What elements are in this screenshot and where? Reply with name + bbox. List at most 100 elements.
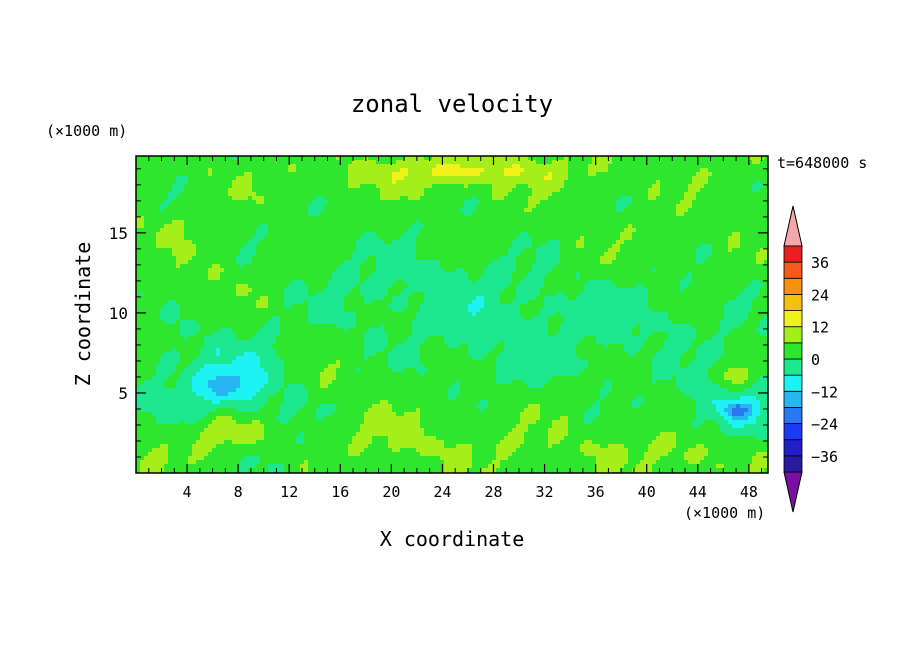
field-cell	[272, 228, 277, 233]
field-cell	[344, 212, 349, 217]
field-cell	[332, 180, 337, 185]
field-cell	[724, 184, 729, 189]
field-cell	[176, 264, 181, 269]
field-cell	[160, 216, 165, 221]
field-cell	[504, 240, 509, 245]
field-cell	[472, 204, 477, 209]
field-cell	[184, 184, 189, 189]
field-cell	[284, 236, 289, 241]
field-cell	[276, 244, 281, 249]
field-cell	[328, 180, 333, 185]
field-cell	[372, 236, 377, 241]
field-cell	[648, 220, 653, 225]
field-cell	[244, 208, 249, 213]
field-cell	[280, 236, 285, 241]
field-cell	[492, 216, 497, 221]
field-cell	[576, 268, 581, 273]
field-cell	[704, 268, 709, 273]
field-cell	[512, 240, 517, 245]
field-cell	[576, 264, 581, 269]
field-cell	[680, 204, 685, 209]
field-cell	[680, 200, 685, 205]
field-cell	[380, 184, 385, 189]
field-cell	[172, 168, 177, 173]
field-cell	[212, 160, 217, 165]
field-cell	[728, 276, 733, 281]
field-cell	[284, 260, 289, 265]
field-cell	[412, 200, 417, 205]
field-cell	[248, 252, 253, 257]
field-cell	[704, 204, 709, 209]
field-cell	[588, 276, 593, 281]
field-cell	[524, 212, 529, 217]
field-cell	[220, 244, 225, 249]
field-cell	[516, 220, 521, 225]
field-cell	[616, 160, 621, 165]
field-cell	[764, 196, 768, 201]
field-cell	[188, 252, 193, 257]
field-cell	[528, 180, 533, 185]
field-cell	[340, 256, 345, 261]
field-cell	[372, 200, 377, 205]
field-cell	[752, 224, 757, 229]
field-cell	[544, 208, 549, 213]
field-cell	[700, 172, 705, 177]
field-cell	[668, 224, 673, 229]
field-cell	[512, 260, 517, 265]
field-cell	[584, 172, 589, 177]
field-cell	[492, 256, 497, 261]
field-cell	[144, 240, 149, 245]
field-cell	[704, 184, 709, 189]
field-cell	[152, 208, 157, 213]
field-cell	[688, 228, 693, 233]
field-cell	[740, 236, 745, 241]
field-cell	[284, 276, 289, 281]
field-cell	[232, 256, 237, 261]
field-cell	[676, 176, 681, 181]
field-cell	[588, 188, 593, 193]
field-cell	[612, 268, 617, 273]
field-cell	[404, 200, 409, 205]
field-cell	[172, 192, 177, 197]
field-cell	[444, 160, 449, 165]
field-cell	[548, 204, 553, 209]
field-cell	[592, 252, 597, 257]
field-cell	[136, 252, 141, 257]
field-cell	[600, 196, 605, 201]
field-cell	[220, 192, 225, 197]
field-cell	[516, 228, 521, 233]
field-cell	[748, 200, 753, 205]
field-cell	[204, 164, 209, 169]
field-cell	[448, 164, 453, 169]
field-cell	[440, 220, 445, 225]
field-cell	[264, 240, 269, 245]
field-cell	[296, 192, 301, 197]
field-cell	[544, 244, 549, 249]
field-cell	[316, 188, 321, 193]
field-cell	[344, 244, 349, 249]
field-cell	[336, 216, 341, 221]
field-cell	[760, 192, 765, 197]
field-cell	[352, 252, 357, 257]
field-cell	[512, 232, 517, 237]
field-cell	[744, 196, 749, 201]
field-cell	[604, 220, 609, 225]
field-cell	[640, 200, 645, 205]
field-cell	[260, 216, 265, 221]
field-cell	[140, 232, 145, 237]
field-cell	[756, 208, 761, 213]
field-cell	[680, 172, 685, 177]
field-cell	[280, 164, 285, 169]
field-cell	[472, 176, 477, 181]
field-cell	[668, 216, 673, 221]
field-cell	[508, 216, 513, 221]
field-cell	[452, 264, 457, 269]
field-cell	[164, 180, 169, 185]
field-cell	[384, 192, 389, 197]
field-cell	[604, 188, 609, 193]
field-cell	[648, 228, 653, 233]
field-cell	[156, 168, 161, 173]
field-cell	[440, 192, 445, 197]
field-cell	[632, 256, 637, 261]
field-cell	[292, 264, 297, 269]
